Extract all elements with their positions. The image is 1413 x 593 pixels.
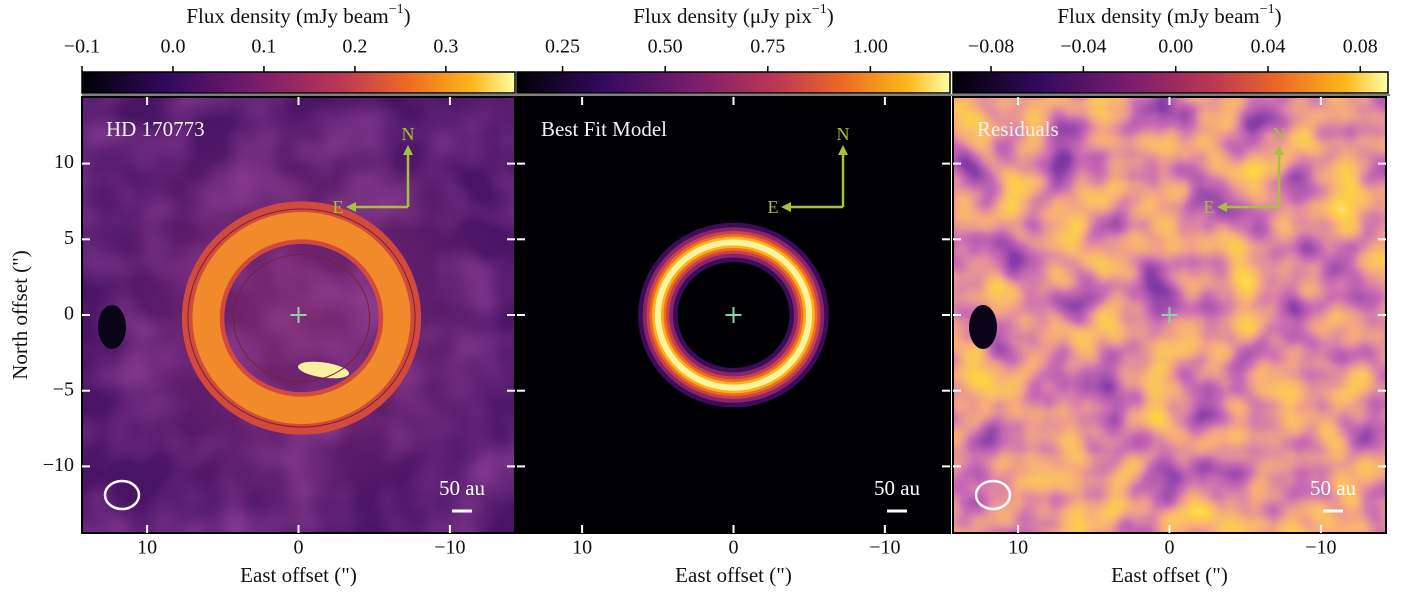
x-tick-label: 10 (1008, 537, 1028, 559)
scale-bar-label: 50 au (874, 476, 921, 500)
x-tick-label: 10 (572, 537, 592, 559)
x-tick-label: −10 (869, 537, 900, 559)
x-axis-label: East offset (") (240, 563, 357, 587)
compass-n: N (837, 124, 850, 144)
ring-contour (232, 253, 371, 383)
compass-e: E (1204, 197, 1215, 217)
y-tick-label: 5 (64, 227, 74, 249)
y-tick-label: −10 (43, 454, 74, 476)
ring-contour (187, 208, 416, 428)
compass-e: E (768, 197, 779, 217)
colorbar-tick-label: 0.75 (750, 36, 785, 58)
center-marker (1161, 307, 1178, 323)
x-axis-label: East offset (") (1111, 563, 1228, 587)
ring-mid (192, 212, 411, 424)
panel-label: Residuals (977, 117, 1059, 141)
colorbar-tick-label: 0.50 (648, 36, 683, 58)
x-tick-label: −10 (1305, 537, 1336, 559)
model-ring (654, 239, 813, 391)
x-tick-label: 0 (1165, 537, 1175, 559)
neg-blob (98, 305, 126, 349)
scale-bar-label: 50 au (439, 476, 486, 500)
colorbar-label: Flux density (μJy pix−1) (633, 2, 834, 28)
compass (1221, 149, 1281, 209)
scale-bar-label: 50 au (1310, 476, 1357, 500)
ring-peak (297, 361, 350, 379)
colorbar-label-text: Flux density (mJy beam (186, 4, 388, 28)
compass-e: E (333, 197, 344, 217)
colorbar-label-text: Flux density (mJy beam (1057, 4, 1259, 28)
compass-n: N (402, 124, 415, 144)
y-axis-label: North offset (") (8, 250, 32, 380)
panel: 50 au N E Best Fit Model 10 0 −10 East offset (… (516, 2, 951, 587)
panel-label: HD 170773 (106, 117, 205, 141)
colorbar-label-sup: −1 (389, 2, 404, 17)
compass-head (781, 145, 848, 212)
colorbar-label-sup: −1 (812, 2, 827, 17)
compass-head (346, 145, 413, 212)
panel: 50 au N E Residuals 10 0 −10 East offset (") −0.… (952, 2, 1389, 587)
colorbar (516, 71, 951, 94)
colorbar-label-text: Flux density (μJy pix (633, 4, 812, 28)
colorbar-label: Flux density (mJy beam−1) (1057, 2, 1281, 28)
colorbar-tick-label: −0.1 (64, 36, 100, 58)
colorbar-tick-label: 0.08 (1343, 36, 1378, 58)
colorbar-tick-label: 0.3 (433, 36, 458, 58)
x-tick-label: −10 (434, 537, 465, 559)
colorbar-label-end: ) (404, 4, 411, 28)
colorbar-label: Flux density (mJy beam−1) (186, 2, 410, 28)
compass (350, 149, 410, 209)
x-tick-label: 0 (729, 537, 739, 559)
compass-head (1217, 145, 1284, 212)
colorbar-tick-label: −0.08 (968, 36, 1014, 58)
y-tick-label: 0 (64, 303, 74, 325)
panel-label: Best Fit Model (541, 117, 667, 141)
y-tick-label: 10 (54, 151, 74, 173)
colorbar-tick-label: 0.04 (1251, 36, 1286, 58)
y-tick-label: −5 (53, 378, 74, 400)
colorbar-tick-label: 1.00 (853, 36, 888, 58)
x-axis-label: East offset (") (675, 563, 792, 587)
colorbar-tick-label: 0.00 (1158, 36, 1193, 58)
neg-blob (969, 305, 997, 349)
beam (974, 479, 1012, 511)
center-marker (725, 307, 742, 323)
colorbar-tick-label: 0.1 (251, 36, 276, 58)
colorbar (952, 71, 1389, 94)
colorbar-label-end: ) (1275, 4, 1282, 28)
colorbar-label-sup: −1 (1260, 2, 1275, 17)
colorbar-tick-label: 0.0 (160, 36, 185, 58)
colorbar-tick-label: 0.2 (342, 36, 367, 58)
colorbar-tick-label: −0.04 (1060, 36, 1106, 58)
colorbar-label-end: ) (827, 4, 834, 28)
x-tick-label: 0 (294, 537, 304, 559)
compass-n: N (1273, 124, 1286, 144)
compass (785, 149, 845, 209)
colorbar (81, 71, 516, 94)
x-tick-label: 10 (137, 537, 157, 559)
colorbar-tick-label: 0.25 (545, 36, 580, 58)
center-marker (290, 307, 307, 323)
beam (103, 479, 141, 511)
